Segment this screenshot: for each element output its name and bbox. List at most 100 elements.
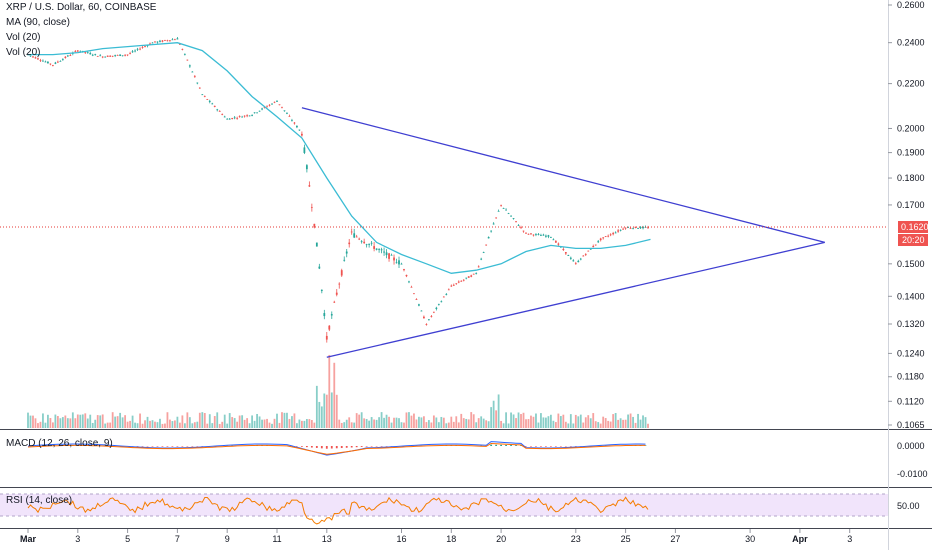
candle-body bbox=[236, 117, 239, 119]
price-axis[interactable]: 0.2600 0.2400 0.2200 0.2000 0.1900 0.1800 0.17… bbox=[888, 0, 925, 430]
volume-legend-2[interactable]: Vol (20) bbox=[6, 47, 40, 58]
volume-bar bbox=[427, 420, 430, 428]
macd-axis[interactable]: 0.0000 -0.0100 bbox=[897, 441, 928, 479]
volume-bar bbox=[602, 416, 605, 428]
candle-body bbox=[545, 235, 547, 237]
macd-histogram-bar bbox=[644, 445, 647, 446]
candle-body bbox=[258, 110, 261, 112]
time-axis[interactable]: Mar 3 5 7 9 11 13 16 18 20 23 25 27 30 Apr 3 bbox=[20, 529, 852, 544]
candle-body bbox=[161, 40, 164, 42]
candle-body bbox=[485, 244, 488, 246]
volume-bar bbox=[39, 421, 42, 428]
macd-histogram-bar bbox=[305, 446, 308, 448]
volume-bar bbox=[522, 412, 525, 428]
volume-bar bbox=[44, 422, 47, 428]
volume-bar bbox=[530, 415, 532, 428]
candle-body bbox=[423, 316, 425, 319]
macd-legend[interactable]: MACD (12, 26, close, 9) bbox=[6, 438, 113, 449]
candle-body bbox=[164, 39, 166, 41]
candle-body bbox=[470, 275, 473, 277]
volume-bar bbox=[385, 414, 388, 428]
symbol-legend[interactable]: XRP / U.S. Dollar, 60, COINBASE bbox=[6, 2, 156, 13]
volume-bar bbox=[559, 416, 562, 428]
candle-body bbox=[373, 246, 376, 249]
candle-body bbox=[301, 133, 303, 136]
candle-body bbox=[460, 280, 463, 282]
candle-body bbox=[139, 48, 141, 50]
candle-body bbox=[91, 54, 94, 56]
macd-histogram-bar bbox=[495, 444, 498, 446]
volume-bar bbox=[174, 420, 176, 428]
candle-body bbox=[203, 96, 206, 98]
rsi-legend[interactable]: RSI (14, close) bbox=[6, 495, 72, 506]
volume-legend-1[interactable]: Vol (20) bbox=[6, 32, 40, 43]
rsi-axis[interactable]: 50.00 bbox=[897, 501, 920, 511]
candle-body bbox=[111, 55, 114, 57]
price-tick-label: 0.1240 bbox=[897, 348, 925, 358]
candle-body bbox=[465, 277, 468, 279]
volume-bar bbox=[380, 412, 383, 428]
volume-bar bbox=[320, 406, 323, 428]
time-tick-label: Mar bbox=[20, 534, 37, 544]
volume-bar bbox=[69, 418, 72, 428]
trendlines[interactable] bbox=[301, 107, 825, 358]
volume-bar bbox=[288, 418, 291, 428]
volume-bar bbox=[42, 413, 44, 428]
macd-histogram-bar bbox=[345, 446, 348, 448]
ma-legend[interactable]: MA (90, close) bbox=[6, 17, 70, 28]
candle-body bbox=[505, 209, 507, 211]
volume-bar bbox=[437, 422, 440, 428]
volume-bar bbox=[370, 417, 373, 428]
macd-histogram-bar bbox=[161, 446, 164, 447]
volume-bar bbox=[455, 416, 458, 428]
candle-body bbox=[475, 273, 478, 274]
candle-body bbox=[629, 228, 632, 229]
volume-bar bbox=[86, 418, 89, 428]
candle-body bbox=[497, 210, 500, 212]
volume-bar bbox=[564, 421, 567, 428]
candle-body bbox=[238, 116, 241, 117]
volume-bar bbox=[124, 415, 127, 428]
volume-bar bbox=[430, 422, 433, 428]
volume-bar bbox=[490, 407, 493, 428]
candle-body bbox=[146, 45, 149, 47]
volume-bar bbox=[355, 413, 358, 428]
volume-bar bbox=[358, 414, 361, 428]
volume-bar bbox=[634, 422, 637, 428]
candle-body bbox=[413, 293, 415, 295]
candle-body bbox=[315, 242, 318, 247]
volume-bar bbox=[89, 414, 92, 428]
volume-bar bbox=[400, 422, 403, 428]
candle-body bbox=[54, 62, 57, 64]
volume-bar bbox=[599, 423, 602, 428]
candle-body bbox=[517, 225, 520, 226]
candle-body bbox=[44, 61, 47, 63]
time-tick-label: 18 bbox=[446, 534, 456, 544]
candle-body bbox=[637, 228, 639, 230]
volume-bar bbox=[465, 418, 468, 428]
candle-body bbox=[368, 243, 371, 245]
candle-body bbox=[74, 51, 77, 52]
volume-bar bbox=[515, 418, 517, 428]
volume-bar bbox=[313, 422, 316, 428]
candle-body bbox=[305, 165, 308, 170]
volume-bar bbox=[241, 415, 244, 428]
volume-bar bbox=[418, 416, 420, 428]
volume-bar bbox=[393, 417, 395, 428]
volume-bar bbox=[271, 423, 273, 428]
candle-body bbox=[408, 281, 410, 283]
volume-bar bbox=[196, 421, 199, 428]
volume-bar bbox=[226, 423, 229, 428]
candle-body bbox=[124, 54, 127, 56]
time-tick-label: 25 bbox=[621, 534, 631, 544]
volume-bar bbox=[505, 412, 507, 428]
volume-bar bbox=[64, 415, 67, 428]
candle-body bbox=[233, 117, 236, 119]
volume-bar bbox=[291, 416, 293, 428]
candle-body bbox=[415, 299, 418, 300]
volume-bar bbox=[201, 412, 204, 428]
volume-bar bbox=[497, 394, 500, 428]
volume-bar bbox=[74, 418, 77, 428]
volume-bar bbox=[106, 422, 109, 428]
